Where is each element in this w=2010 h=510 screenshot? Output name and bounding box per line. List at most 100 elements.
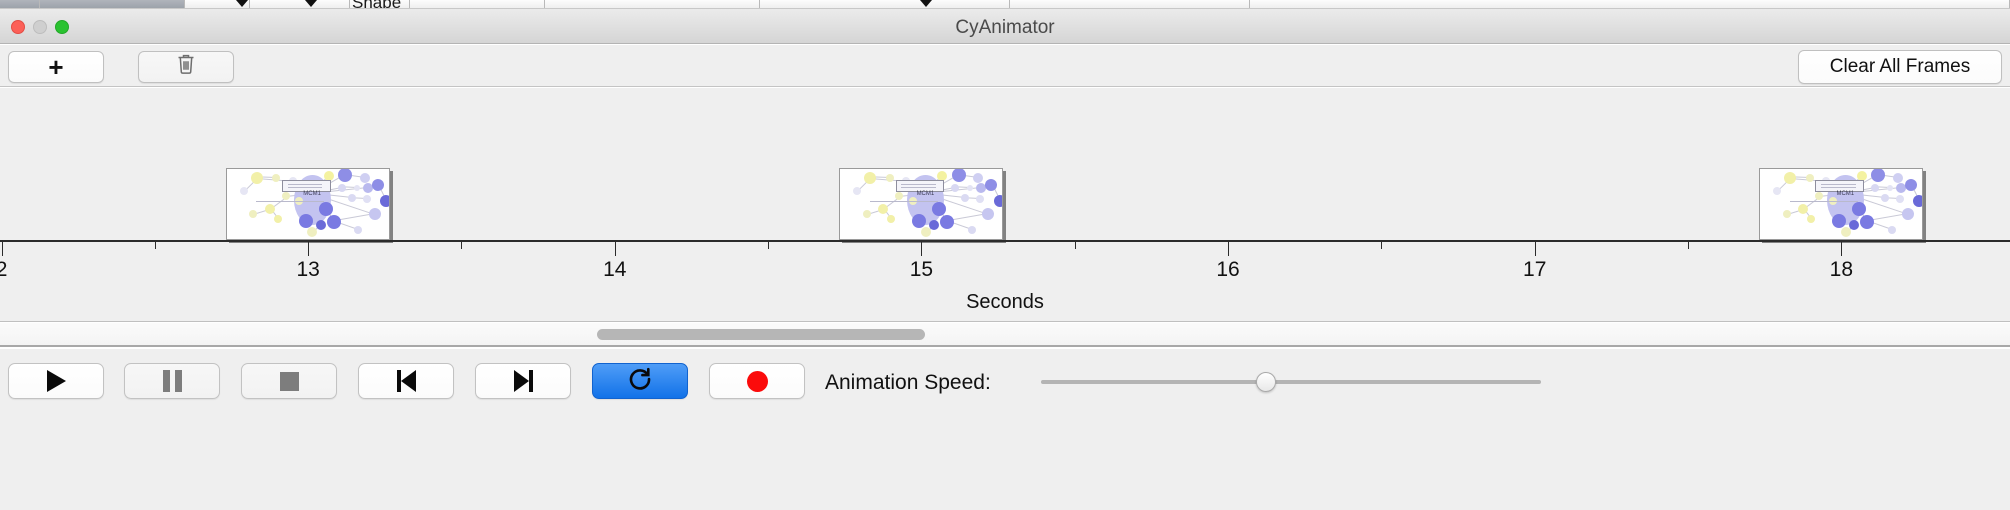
chevron-icon [236, 0, 248, 7]
keyframe-thumbnail: MCM1 [1760, 169, 1923, 239]
zoom-button[interactable] [55, 20, 69, 34]
toolbar: + Clear All Frames [0, 45, 2010, 87]
axis-tick-minor [1074, 242, 1076, 249]
keyframe-thumbnail: MCM1 [227, 169, 390, 239]
title-bar[interactable]: CyAnimator [0, 9, 2010, 44]
annotation-text-line [901, 184, 936, 186]
play-icon [46, 370, 66, 392]
axis-tick-minor [1381, 242, 1383, 249]
network-node [928, 220, 939, 231]
network-node [239, 186, 248, 195]
axis-tick-label: 13 [296, 258, 320, 281]
network-node [912, 213, 927, 228]
play-button[interactable] [8, 363, 104, 399]
skip-forward-button[interactable] [475, 363, 571, 399]
hub-node-label: MCM1 [916, 190, 935, 197]
keyframe-strip[interactable]: MCM1 MCM1 MCM1 [0, 88, 2010, 240]
minimize-button[interactable] [33, 20, 47, 34]
network-node [1848, 220, 1859, 231]
network-node [1782, 209, 1791, 218]
caption-text-line [256, 201, 325, 203]
network-node [961, 193, 970, 202]
network-node [852, 186, 861, 195]
axis-tick-minor [1688, 242, 1690, 249]
pause-button[interactable] [124, 363, 220, 399]
bg-cell [410, 0, 545, 8]
animation-speed-label: Animation Speed: [825, 371, 991, 394]
slider-track[interactable] [1041, 380, 1541, 384]
skip-back-button[interactable] [358, 363, 454, 399]
bg-cell [40, 0, 185, 8]
network-node [347, 193, 356, 202]
network-node [885, 174, 894, 183]
network-node [982, 208, 995, 221]
network-node [273, 215, 282, 224]
caption-text-line [1789, 201, 1858, 203]
loop-button[interactable] [592, 363, 688, 399]
network-node [940, 214, 955, 229]
axis-tick-label: 18 [1829, 258, 1854, 281]
timeline-panel[interactable]: MCM1 MCM1 MCM1 2 13 14 15 16 17 18 Seconds [0, 88, 2010, 322]
network-node [1815, 192, 1824, 201]
network-node [1913, 195, 1923, 208]
delete-frame-button[interactable] [138, 51, 234, 83]
network-node [863, 171, 876, 184]
network-node [887, 215, 896, 224]
stop-icon [279, 371, 299, 391]
loop-icon [627, 366, 653, 397]
axis-tick-major [1534, 242, 1536, 256]
clear-all-frames-button[interactable]: Clear All Frames [1798, 50, 2002, 84]
scrollbar-thumb[interactable] [596, 329, 925, 340]
animation-speed-slider[interactable] [1041, 372, 1541, 392]
keyframe-3[interactable]: MCM1 [1759, 168, 1924, 240]
axis-tick-label: 17 [1523, 258, 1547, 281]
network-node [250, 171, 263, 184]
network-node [937, 171, 948, 182]
network-node [380, 195, 390, 208]
hub-node-label: MCM1 [1836, 190, 1855, 197]
network-node [338, 169, 353, 182]
network-node [985, 178, 998, 191]
keyframe-2[interactable]: MCM1 [839, 168, 1004, 240]
bg-cell [185, 0, 250, 8]
bg-cell [250, 0, 350, 8]
network-node [1893, 172, 1904, 183]
keyframe-thumbnail: MCM1 [840, 169, 1003, 239]
network-node [1905, 178, 1918, 191]
network-node [1772, 186, 1781, 195]
window-title: CyAnimator [955, 17, 1055, 38]
network-node [1859, 214, 1874, 229]
network-node [363, 182, 374, 193]
close-button[interactable] [11, 20, 25, 34]
horizontal-scrollbar[interactable] [0, 323, 2010, 347]
keyframe-1[interactable]: MCM1 [226, 168, 391, 240]
network-node [307, 227, 318, 238]
network-node [1851, 201, 1866, 216]
hub-node-label: MCM1 [303, 190, 321, 197]
stop-button[interactable] [241, 363, 337, 399]
annotation-text-line [1821, 184, 1856, 186]
network-node [1871, 183, 1880, 192]
skip-back-icon [396, 370, 416, 392]
transport-bar: Animation Speed: [0, 349, 2010, 510]
network-node [1805, 174, 1814, 183]
network-node [323, 171, 334, 182]
network-node [951, 169, 966, 182]
network-node [1832, 213, 1847, 228]
axis-tick-minor [461, 242, 463, 249]
network-node [1871, 169, 1886, 182]
network-node [1840, 227, 1851, 238]
annotation-text-line [1821, 186, 1856, 188]
annotation-box [1815, 180, 1865, 193]
network-node [264, 203, 275, 214]
network-node [359, 172, 370, 183]
add-frame-button[interactable]: + [8, 51, 104, 83]
network-node [1896, 182, 1907, 193]
slider-thumb[interactable] [1256, 372, 1276, 392]
axis-tick-label: 2 [0, 258, 8, 281]
axis-tick-label: 16 [1216, 258, 1240, 281]
skip-forward-icon [513, 370, 533, 392]
network-node [1901, 208, 1914, 221]
record-button[interactable] [709, 363, 805, 399]
